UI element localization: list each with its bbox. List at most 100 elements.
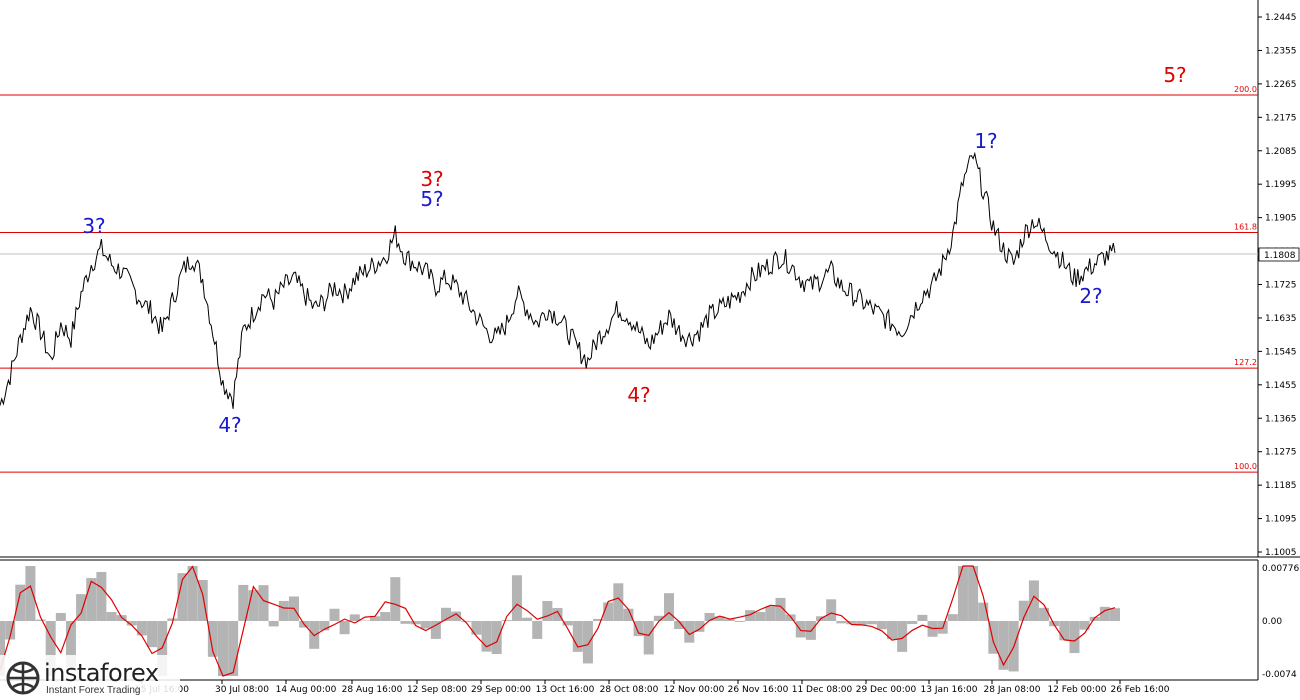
osc-bar: [633, 621, 644, 637]
brand-tagline: Instant Forex Trading: [46, 685, 141, 696]
osc-bar: [187, 566, 198, 621]
price-tick-label: 1.2445: [1265, 13, 1297, 23]
osc-bar: [167, 618, 178, 621]
fib-label: 100.0: [1234, 462, 1257, 471]
osc-bar: [329, 608, 340, 621]
osc-bar: [674, 621, 685, 630]
osc-bar: [552, 608, 563, 621]
osc-bar: [400, 621, 411, 624]
osc-bar: [177, 573, 188, 621]
price-tick-label: 1.2355: [1265, 46, 1297, 56]
time-tick-label: 13 Oct 16:00: [536, 685, 595, 695]
osc-bar: [1018, 600, 1029, 621]
osc-bar: [380, 612, 391, 621]
osc-bar: [866, 621, 877, 625]
osc-bar: [461, 621, 472, 622]
osc-bar: [238, 584, 249, 621]
current-price-text: 1.1808: [1264, 251, 1296, 261]
osc-bar: [451, 611, 462, 621]
osc-bar: [258, 585, 269, 621]
osc-bar: [998, 621, 1009, 670]
osc-bar: [684, 621, 695, 643]
osc-bar: [126, 621, 137, 626]
price-tick-label: 1.1275: [1265, 448, 1297, 458]
price-tick-label: 1.2175: [1265, 113, 1297, 123]
osc-bar: [1099, 606, 1110, 621]
price-tick-label: 1.1635: [1265, 314, 1297, 324]
fib-label: 127.2: [1234, 358, 1257, 367]
time-tick-label: 28 Aug 16:00: [342, 685, 403, 695]
wave-label: 4?: [218, 413, 241, 437]
osc-bar: [147, 621, 158, 648]
time-tick-label: 29 Sep 00:00: [471, 685, 531, 695]
osc-bottom-value: -0.0074: [1262, 670, 1297, 680]
osc-bar: [481, 621, 492, 652]
price-tick-label: 1.1365: [1265, 414, 1297, 424]
osc-bar: [745, 610, 756, 621]
osc-bar: [887, 621, 897, 640]
osc-bar: [278, 600, 289, 621]
main-plot: [0, 0, 1300, 681]
osc-bar: [370, 616, 381, 621]
price-tick-label: 1.1905: [1265, 214, 1297, 224]
price-scale[interactable]: 1.2445 1.2355 1.2265 1.2175 1.2085 1.1995 1.19…: [1258, 13, 1297, 558]
wave-label: 1?: [974, 129, 997, 153]
osc-bar: [511, 575, 522, 621]
osc-bar: [714, 616, 725, 621]
osc-bar: [876, 621, 887, 630]
price-tick-label: 1.1095: [1265, 515, 1297, 525]
brand-name: instaforex: [44, 659, 159, 687]
osc-bar: [572, 621, 583, 652]
osc-bar: [917, 614, 928, 621]
watermark-logo: instaforex Instant Forex Trading: [0, 655, 180, 700]
osc-bar: [441, 607, 451, 621]
osc-top-value: 0.00776: [1262, 564, 1299, 574]
oscillator-panel: [0, 565, 1120, 677]
wave-label: 4?: [627, 383, 650, 407]
osc-bar: [947, 614, 958, 621]
osc-bar: [349, 614, 360, 621]
wave-label: 5?: [1163, 63, 1186, 87]
osc-bar: [582, 621, 593, 664]
osc-bar: [1059, 621, 1070, 641]
price-tick-label: 1.1995: [1265, 180, 1297, 190]
wave-label: 3?: [82, 214, 105, 238]
osc-bar: [136, 621, 147, 636]
osc-bar: [218, 621, 228, 676]
osc-bar: [65, 621, 76, 668]
osc-bar: [978, 602, 989, 621]
osc-bar: [775, 597, 786, 621]
osc-bar: [207, 621, 218, 657]
osc-bar: [86, 578, 97, 621]
price-tick-label: 1.1725: [1265, 281, 1297, 291]
globe-icon: [6, 661, 40, 695]
osc-bar: [1110, 608, 1120, 621]
wave-labels: 3?4?3?5?4?1?2?5?: [82, 63, 1186, 437]
osc-bar: [5, 621, 16, 640]
osc-bar: [268, 621, 279, 627]
osc-bar: [420, 621, 431, 629]
osc-bar: [694, 621, 705, 632]
price-tick-label: 1.1455: [1265, 381, 1297, 391]
osc-bar: [15, 584, 26, 621]
osc-bar: [765, 606, 776, 621]
osc-bar: [1028, 580, 1039, 621]
osc-bar: [339, 621, 350, 635]
osc-zero-value: 0.00: [1262, 617, 1282, 627]
time-tick-label: 12 Feb 00:00: [1047, 685, 1106, 695]
osc-bar: [846, 621, 857, 625]
osc-bar: [664, 593, 674, 621]
price-tick-label: 1.1185: [1265, 481, 1297, 491]
osc-bar: [501, 620, 512, 621]
osc-bar: [704, 612, 715, 621]
osc-bar: [228, 621, 239, 676]
osc-bar: [957, 566, 968, 621]
osc-bar: [734, 621, 745, 622]
price-line: [0, 151, 1116, 409]
osc-bar: [35, 619, 46, 621]
fib-label: 200.0: [1234, 85, 1257, 94]
time-tick-label: 29 Dec 00:00: [856, 685, 917, 695]
osc-bar: [897, 621, 908, 652]
